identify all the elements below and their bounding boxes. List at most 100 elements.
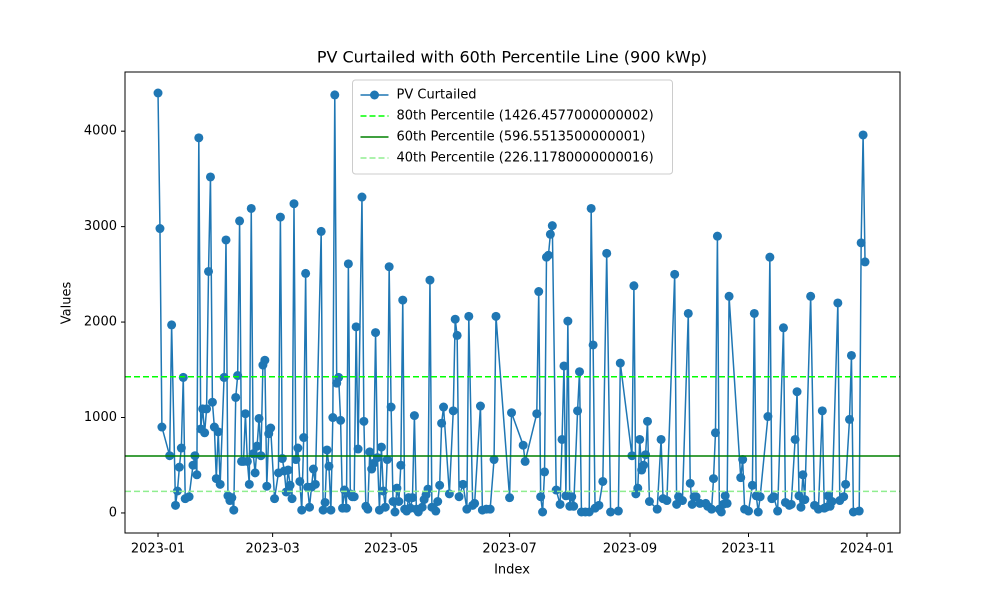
data-point <box>662 496 672 506</box>
data-point <box>520 456 530 466</box>
data-point <box>437 418 447 428</box>
data-point <box>586 203 596 213</box>
data-point <box>798 470 808 480</box>
data-point <box>817 406 827 416</box>
data-point <box>192 470 202 480</box>
data-point <box>233 371 243 381</box>
data-point <box>629 281 639 291</box>
data-point <box>310 479 320 489</box>
data-point <box>378 486 388 496</box>
data-point <box>244 479 254 489</box>
data-point <box>633 483 643 493</box>
data-point <box>384 262 394 272</box>
data-point <box>854 506 864 516</box>
x-tick-label: 2024-01 <box>840 542 894 557</box>
legend-label: 80th Percentile (1426.4577000000002) <box>397 109 654 124</box>
data-point <box>588 340 598 350</box>
data-point <box>153 88 163 98</box>
data-point <box>235 216 245 226</box>
legend-label: PV Curtailed <box>397 88 477 103</box>
data-point <box>194 133 204 143</box>
data-point <box>555 499 565 509</box>
data-point <box>792 387 802 397</box>
data-point <box>266 423 276 433</box>
chart-title: PV Curtailed with 60th Percentile Line (… <box>317 48 707 67</box>
data-point <box>320 497 330 507</box>
y-tick-label: 2000 <box>84 315 117 330</box>
data-point <box>710 428 720 438</box>
data-point <box>790 434 800 444</box>
x-tick-label: 2023-07 <box>482 542 536 557</box>
data-point <box>409 411 419 421</box>
data-point <box>316 226 326 236</box>
data-point <box>308 464 318 474</box>
data-point <box>532 409 542 419</box>
data-point <box>635 434 645 444</box>
data-point <box>204 266 214 276</box>
y-tick-label: 3000 <box>84 219 117 234</box>
data-point <box>475 401 485 411</box>
data-point <box>736 473 746 483</box>
data-point <box>299 433 309 443</box>
data-point <box>491 311 501 321</box>
data-point <box>328 413 338 423</box>
data-point <box>452 330 462 340</box>
data-point <box>796 502 806 512</box>
data-point <box>806 291 816 301</box>
data-point <box>536 492 546 502</box>
data-point <box>324 461 334 471</box>
data-point <box>285 480 295 490</box>
data-point <box>289 199 299 209</box>
y-tick-label: 4000 <box>84 124 117 139</box>
data-point <box>275 212 285 222</box>
data-point <box>305 502 315 512</box>
data-point <box>334 372 344 382</box>
data-point <box>450 314 460 324</box>
data-point <box>846 350 856 360</box>
data-point <box>349 492 359 502</box>
data-point <box>540 467 550 477</box>
data-point <box>712 231 722 241</box>
data-point <box>188 460 198 470</box>
data-point <box>357 192 367 202</box>
data-point <box>380 502 390 512</box>
data-point <box>297 505 307 515</box>
data-point <box>281 487 291 497</box>
data-point <box>613 506 623 516</box>
data-point <box>398 295 408 305</box>
data-point <box>439 402 449 412</box>
data-point <box>371 328 381 338</box>
data-point <box>563 316 573 326</box>
data-point <box>215 479 225 489</box>
data-point <box>435 480 445 490</box>
x-tick-label: 2023-03 <box>245 542 299 557</box>
data-point <box>707 504 717 514</box>
data-point <box>602 248 612 258</box>
legend-label: 60th Percentile (596.5513500000001) <box>397 130 646 145</box>
data-point <box>291 455 301 465</box>
data-point <box>567 492 577 502</box>
data-point <box>431 506 441 516</box>
x-tick-label: 2023-05 <box>364 542 418 557</box>
data-point <box>448 406 458 416</box>
data-point <box>753 507 763 517</box>
y-tick-label: 0 <box>109 505 117 520</box>
data-point <box>464 311 474 321</box>
data-point <box>652 504 662 514</box>
series-line <box>157 92 866 514</box>
x-tick-label: 2023-01 <box>131 542 185 557</box>
data-point <box>722 498 732 508</box>
data-point <box>363 504 373 514</box>
data-point <box>155 224 165 234</box>
data-point <box>598 476 608 486</box>
data-point <box>507 408 517 418</box>
data-point <box>856 238 866 248</box>
data-point <box>747 480 757 490</box>
data-point <box>724 291 734 301</box>
data-point <box>301 268 311 278</box>
data-point <box>184 492 194 502</box>
data-point <box>229 505 239 515</box>
data-point <box>407 493 417 503</box>
data-point <box>841 479 851 489</box>
data-point <box>543 250 553 260</box>
